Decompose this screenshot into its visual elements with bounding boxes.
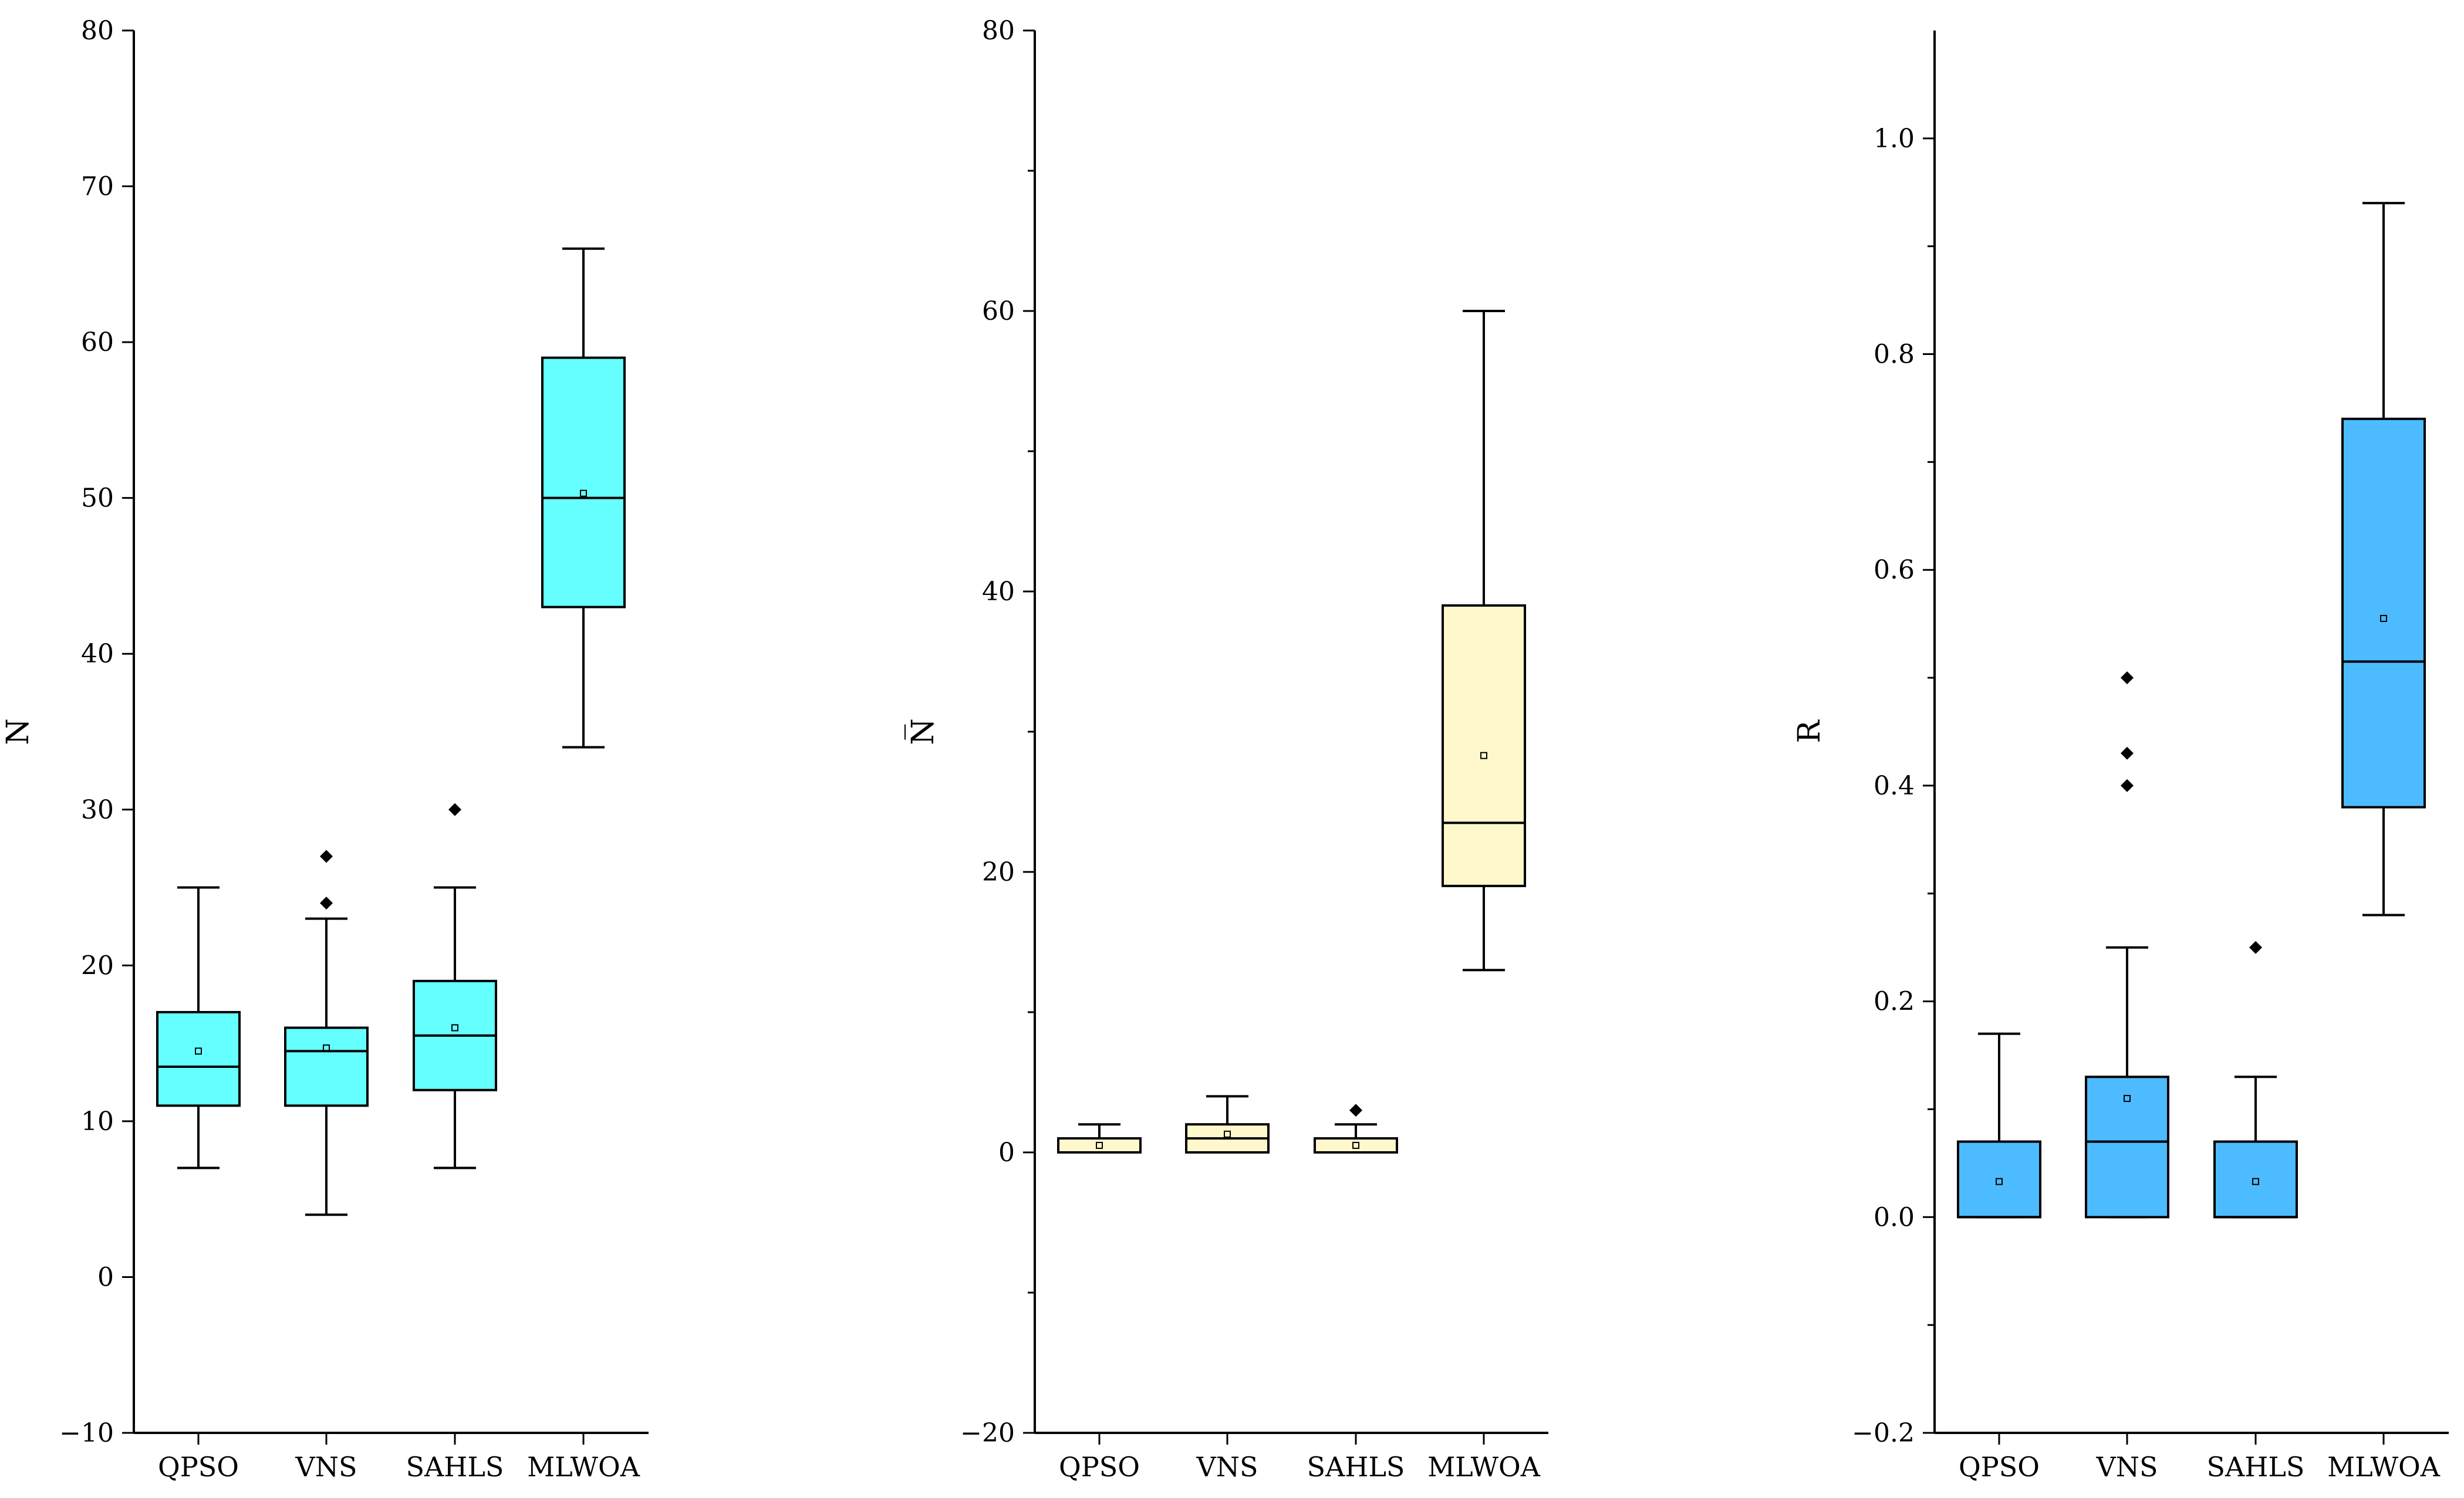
x-tick-label-mlwoa: MLWOA	[1427, 1451, 1541, 1483]
y-tick-label: 70	[81, 172, 114, 202]
y-tick-label: 0.4	[1874, 771, 1915, 801]
outlier-point	[448, 803, 461, 816]
x-tick-label-vns: VNS	[295, 1451, 357, 1483]
mean-marker	[1224, 1130, 1231, 1138]
x-tick-label-sahls: SAHLS	[406, 1451, 504, 1483]
y-tick-label: 20	[982, 857, 1015, 887]
iqr-box	[1314, 1137, 1398, 1154]
panel-3: −0.2 0.0 0.2 0.4 0.6 0.8 1.0 R QPSO VNS SAHLS MLWOA	[1792, 31, 2449, 1483]
y-tick-label: −10	[59, 1418, 114, 1448]
y-tick-label: 0	[97, 1262, 114, 1292]
mean-marker	[1996, 1178, 2003, 1185]
outlier-point	[2121, 671, 2134, 685]
y-axis-title: N̅	[904, 718, 941, 745]
x-tick-label-qpso: QPSO	[1959, 1451, 2040, 1483]
y-tick-label: −20	[960, 1418, 1015, 1448]
panel-1: −10 0 10 20 30 40 50 60 70 80 N QPSO VNS SAHLS MLWOA	[1, 16, 649, 1483]
x-tick-label-vns: VNS	[2096, 1451, 2158, 1483]
x-tick-label-mlwoa: MLWOA	[2327, 1451, 2441, 1483]
box-mlwoa	[541, 247, 626, 749]
outlier-point	[320, 897, 333, 910]
x-tick-label-sahls: SAHLS	[1307, 1451, 1405, 1483]
iqr-box	[2213, 1140, 2298, 1219]
iqr-box	[156, 1011, 241, 1107]
outlier-point	[2121, 746, 2134, 760]
iqr-box	[2341, 417, 2426, 809]
box-qpso	[1057, 1123, 1142, 1154]
mean-marker	[1480, 752, 1487, 759]
mean-marker	[1096, 1142, 1103, 1149]
y-tick-label: −0.2	[1852, 1418, 1915, 1448]
iqr-box	[1442, 604, 1526, 887]
box-sahls	[1314, 1104, 1398, 1154]
y-tick-label: 30	[81, 795, 114, 825]
y-axis-title: R	[1792, 719, 1827, 743]
mean-marker	[2252, 1178, 2259, 1185]
box-sahls	[413, 803, 497, 1169]
box-qpso	[156, 886, 241, 1169]
mean-marker	[580, 489, 587, 497]
y-tick-label: 0.6	[1874, 555, 1915, 585]
mean-marker	[195, 1047, 202, 1055]
box-sahls	[2213, 941, 2298, 1219]
iqr-box	[284, 1026, 369, 1107]
outlier-point	[2121, 779, 2134, 792]
mean-marker	[323, 1044, 330, 1052]
y-axis-title: N	[1, 718, 36, 745]
box-vns	[2085, 671, 2169, 1219]
box-vns	[284, 850, 369, 1216]
y-tick-label: 60	[81, 327, 114, 357]
y-tick-label: 0.2	[1874, 987, 1915, 1017]
x-tick-label-sahls: SAHLS	[2207, 1451, 2305, 1483]
mean-marker	[451, 1024, 458, 1032]
y-tick-label: 80	[81, 16, 114, 46]
y-tick-label: 0.0	[1874, 1202, 1915, 1232]
box-mlwoa	[2341, 202, 2426, 917]
iqr-box	[541, 356, 626, 608]
y-tick-label: 1.0	[1874, 124, 1915, 154]
y-tick-label: 50	[81, 483, 114, 513]
y-tick-label: 0	[998, 1138, 1015, 1168]
y-tick-label: 0.8	[1874, 340, 1915, 370]
x-tick-label-qpso: QPSO	[1059, 1451, 1140, 1483]
x-tick-label-vns: VNS	[1196, 1451, 1258, 1483]
y-tick-label: 60	[982, 296, 1015, 326]
outlier-point	[1349, 1104, 1362, 1117]
y-tick-label: 10	[81, 1107, 114, 1137]
iqr-box	[1957, 1140, 2041, 1219]
x-tick-label-qpso: QPSO	[158, 1451, 239, 1483]
box-vns	[1185, 1095, 1270, 1154]
mean-marker	[2124, 1095, 2131, 1103]
iqr-box	[2085, 1076, 2169, 1219]
y-tick-label: 20	[81, 951, 114, 980]
x-tick-label-mlwoa: MLWOA	[527, 1451, 640, 1483]
box-mlwoa	[1442, 310, 1526, 972]
y-tick-label: 40	[81, 639, 114, 669]
outlier-point	[320, 850, 333, 863]
y-tick-label: 80	[982, 16, 1015, 46]
mean-marker	[2380, 614, 2387, 622]
y-tick-label: 40	[982, 577, 1015, 607]
box-qpso	[1957, 1032, 2041, 1219]
panel-2: −20 0 20 40 60 80 N̅ QPSO VNS SAHLS MLWOA	[904, 16, 1548, 1483]
outlier-point	[2249, 941, 2262, 954]
mean-marker	[1352, 1142, 1359, 1149]
iqr-box	[1057, 1137, 1142, 1154]
